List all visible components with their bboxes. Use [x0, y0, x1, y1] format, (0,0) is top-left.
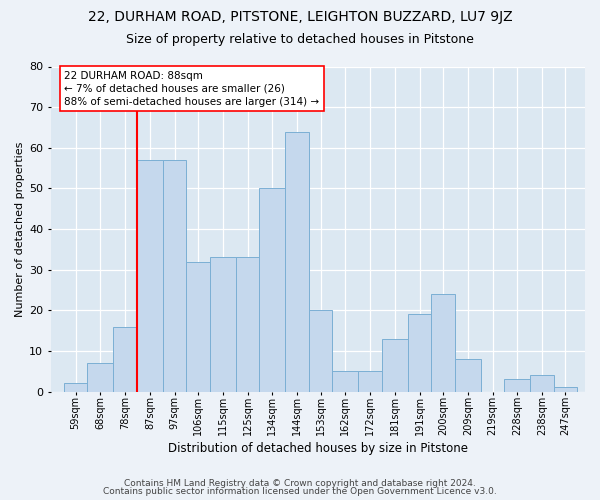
X-axis label: Distribution of detached houses by size in Pitstone: Distribution of detached houses by size … — [168, 442, 468, 455]
Bar — [332, 371, 358, 392]
Bar — [210, 258, 236, 392]
Y-axis label: Number of detached properties: Number of detached properties — [15, 142, 25, 316]
Bar — [382, 338, 408, 392]
Bar — [408, 314, 431, 392]
Bar — [455, 359, 481, 392]
Bar — [309, 310, 332, 392]
Text: Contains public sector information licensed under the Open Government Licence v3: Contains public sector information licen… — [103, 487, 497, 496]
Text: Contains HM Land Registry data © Crown copyright and database right 2024.: Contains HM Land Registry data © Crown c… — [124, 478, 476, 488]
Bar — [236, 258, 259, 392]
Bar — [358, 371, 382, 392]
Text: Size of property relative to detached houses in Pitstone: Size of property relative to detached ho… — [126, 32, 474, 46]
Bar — [163, 160, 187, 392]
Bar — [554, 388, 577, 392]
Bar — [504, 380, 530, 392]
Bar — [431, 294, 455, 392]
Bar — [64, 384, 88, 392]
Bar — [530, 376, 554, 392]
Bar — [286, 132, 309, 392]
Bar — [88, 363, 113, 392]
Bar — [187, 262, 210, 392]
Bar — [113, 326, 137, 392]
Text: 22, DURHAM ROAD, PITSTONE, LEIGHTON BUZZARD, LU7 9JZ: 22, DURHAM ROAD, PITSTONE, LEIGHTON BUZZ… — [88, 10, 512, 24]
Bar — [259, 188, 286, 392]
Text: 22 DURHAM ROAD: 88sqm
← 7% of detached houses are smaller (26)
88% of semi-detac: 22 DURHAM ROAD: 88sqm ← 7% of detached h… — [64, 70, 320, 107]
Bar — [137, 160, 163, 392]
